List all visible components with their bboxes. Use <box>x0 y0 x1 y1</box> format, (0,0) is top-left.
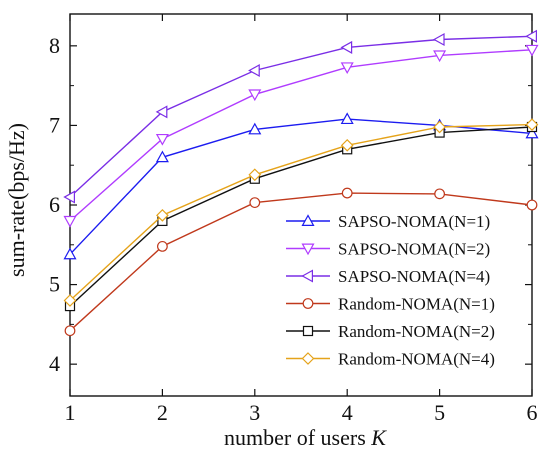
data-point <box>248 89 262 102</box>
legend-marker <box>301 243 315 256</box>
x-tick-label: 4 <box>342 400 353 425</box>
legend-item: SAPSO-NOMA(N=2) <box>286 240 490 259</box>
data-point <box>340 138 354 152</box>
data-point <box>64 325 76 337</box>
data-point <box>63 294 77 307</box>
legend-marker <box>302 325 314 337</box>
data-point <box>340 112 354 125</box>
data-point <box>63 190 76 204</box>
data-point <box>433 50 447 63</box>
legend-marker <box>302 298 314 309</box>
legend-label: Random-NOMA(N=1) <box>338 295 495 314</box>
data-point <box>156 208 169 222</box>
data-point <box>526 199 538 211</box>
x-tick-label: 6 <box>527 400 538 425</box>
data-point <box>248 122 262 135</box>
data-point <box>249 197 261 209</box>
legend-label: Random-NOMA(N=4) <box>338 350 495 369</box>
data-point <box>432 32 445 46</box>
series-6 <box>63 118 539 307</box>
x-axis-variable: K <box>370 425 387 450</box>
data-point <box>525 44 539 57</box>
legend-marker <box>301 214 315 226</box>
legend-label: SAPSO-NOMA(N=2) <box>338 240 490 259</box>
x-axis-title: number of users K <box>224 425 387 450</box>
series-1 <box>63 112 539 260</box>
data-point <box>155 133 169 146</box>
legend: SAPSO-NOMA(N=1) SAPSO-NOMA(N=2) SAPSO-NOMA… <box>286 212 495 369</box>
data-point <box>341 187 353 199</box>
y-tick-label: 8 <box>49 33 60 58</box>
data-point <box>433 120 446 134</box>
data-point <box>63 247 77 260</box>
series-3 <box>63 29 538 204</box>
legend-item: Random-NOMA(N=2) <box>286 322 495 341</box>
data-point <box>525 118 539 131</box>
legend-label: SAPSO-NOMA(N=4) <box>338 267 490 286</box>
data-point <box>155 150 169 163</box>
x-tick-label: 2 <box>157 400 168 425</box>
x-tick-label: 5 <box>434 400 445 425</box>
legend-label: SAPSO-NOMA(N=1) <box>338 212 490 231</box>
data-point <box>156 240 168 252</box>
series-line <box>69 118 533 255</box>
series-2 <box>63 44 539 228</box>
legend-item: SAPSO-NOMA(N=1) <box>286 212 490 231</box>
legend-item: Random-NOMA(N=4) <box>286 350 495 369</box>
legend-label: Random-NOMA(N=2) <box>338 322 495 341</box>
y-axis-title: sum-rate(bps/Hz) <box>4 123 29 277</box>
y-tick-label: 4 <box>49 351 60 376</box>
x-tick-label: 1 <box>65 400 76 425</box>
data-point <box>155 105 168 119</box>
legend-marker <box>301 269 313 283</box>
data-point <box>434 188 446 200</box>
series-lines <box>63 29 539 337</box>
y-tick-label: 5 <box>49 272 60 297</box>
y-tick-label: 6 <box>49 192 60 217</box>
series-4 <box>64 187 538 337</box>
series-line <box>69 123 533 302</box>
legend-marker <box>301 352 315 365</box>
x-tick-label: 3 <box>249 400 260 425</box>
series-line <box>69 126 533 307</box>
series-line <box>69 35 533 198</box>
x-axis-title-text: number of users <box>224 425 366 450</box>
data-point <box>63 215 77 228</box>
data-point <box>525 126 539 139</box>
y-tick-label: 7 <box>49 112 60 137</box>
series-line <box>69 49 533 222</box>
data-point <box>340 62 354 75</box>
series-line <box>69 192 533 332</box>
data-point <box>248 63 260 78</box>
data-point <box>525 29 538 43</box>
data-point <box>340 40 353 54</box>
data-point <box>248 168 262 182</box>
legend-item: SAPSO-NOMA(N=4) <box>286 267 490 286</box>
legend-item: Random-NOMA(N=1) <box>286 295 495 314</box>
